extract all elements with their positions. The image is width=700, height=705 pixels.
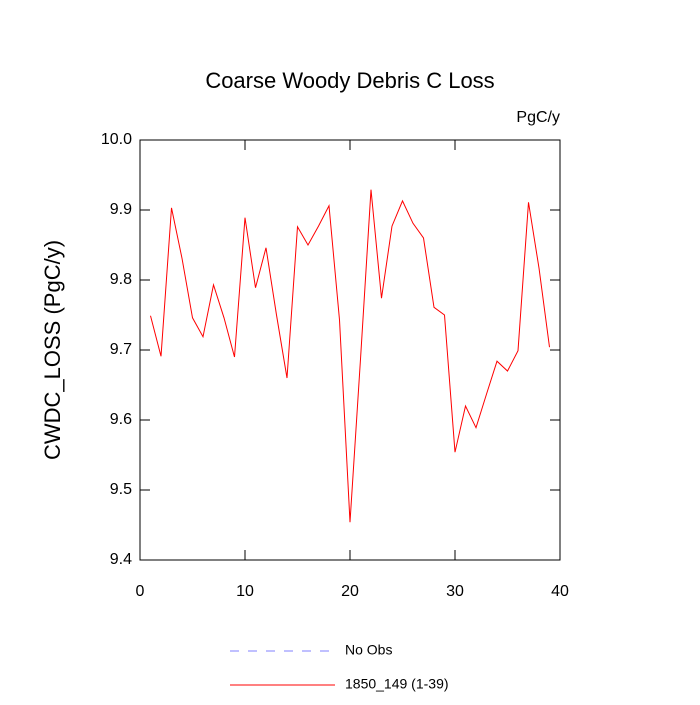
legend-label: 1850_149 (1-39): [345, 676, 449, 692]
units-label: PgC/y: [516, 109, 560, 126]
y-tick-label: 9.5: [110, 481, 132, 498]
y-tick-label: 9.8: [110, 271, 132, 288]
data-line: [150, 189, 550, 523]
y-tick-label: 9.9: [110, 201, 132, 218]
x-tick-label: 40: [551, 583, 569, 600]
x-tick-label: 0: [136, 583, 145, 600]
x-tick-label: 10: [236, 583, 254, 600]
y-tick-label: 9.7: [110, 341, 132, 358]
x-tick-label: 20: [341, 583, 359, 600]
y-tick-label: 10.0: [101, 131, 132, 148]
y-tick-label: 9.6: [110, 411, 132, 428]
x-tick-label: 30: [446, 583, 464, 600]
plot-frame: [139, 139, 561, 561]
chart-title: Coarse Woody Debris C Loss: [205, 68, 494, 93]
y-axis-label: CWDC_LOSS (PgC/y): [40, 240, 65, 460]
y-tick-label: 9.4: [110, 551, 132, 568]
legend-label: No Obs: [345, 642, 392, 658]
